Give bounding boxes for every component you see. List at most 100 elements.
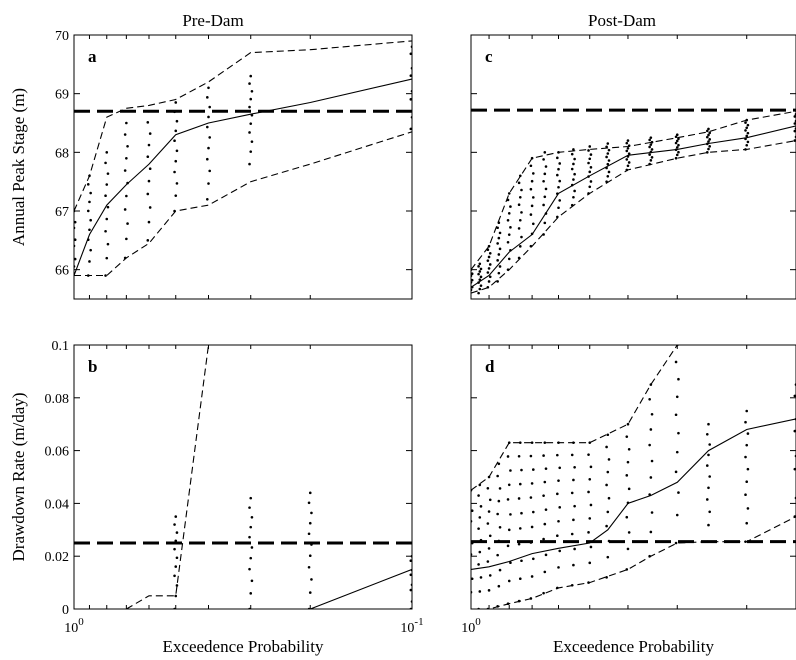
scatter-point xyxy=(707,453,710,457)
scatter-point xyxy=(89,191,92,195)
scatter-point xyxy=(587,453,590,456)
scatter-point xyxy=(88,228,91,232)
scatter-point xyxy=(478,262,482,266)
scatter-point xyxy=(105,256,109,260)
plot-area xyxy=(471,345,796,609)
column-title-pre-dam: Pre-Dam xyxy=(182,11,243,30)
scatter-column xyxy=(674,133,680,160)
scatter-point xyxy=(606,162,610,166)
scatter-point xyxy=(626,547,630,551)
scatter-point xyxy=(589,545,593,549)
scatter-point xyxy=(496,553,499,557)
scatter-point xyxy=(543,195,547,199)
scatter-point xyxy=(674,470,678,474)
scatter-point xyxy=(498,231,502,235)
scatter-point xyxy=(496,280,499,283)
scatter-point xyxy=(650,412,654,416)
scatter-point xyxy=(707,133,710,137)
scatter-point xyxy=(310,511,313,515)
scatter-point xyxy=(705,464,709,467)
y-tick-label: 0 xyxy=(62,603,69,618)
scatter-column xyxy=(248,496,254,609)
scatter-column xyxy=(86,174,92,277)
scatter-column xyxy=(486,475,492,609)
scatter-point xyxy=(409,74,412,77)
scatter-point xyxy=(572,178,575,181)
scatter-point xyxy=(249,496,253,500)
scatter-point xyxy=(518,218,522,222)
scatter-point xyxy=(607,496,611,500)
scatter-point xyxy=(478,483,482,487)
scatter-point xyxy=(89,218,92,222)
scatter-point xyxy=(607,458,611,461)
scatter-point xyxy=(705,129,709,133)
scatter-point xyxy=(175,531,179,534)
scatter-point xyxy=(606,555,610,559)
scatter-point xyxy=(518,577,522,581)
scatter-column xyxy=(104,151,110,277)
scatter-point xyxy=(308,521,312,525)
scatter-point xyxy=(793,429,796,433)
scatter-column xyxy=(648,136,654,166)
scatter-point xyxy=(409,559,412,563)
scatter-point xyxy=(74,220,77,224)
scatter-point xyxy=(572,148,575,151)
scatter-point xyxy=(649,476,653,479)
axes-frame xyxy=(73,34,413,300)
scatter-point xyxy=(544,508,548,511)
plot-area xyxy=(74,345,412,609)
scatter-point xyxy=(605,155,608,159)
plot-area xyxy=(74,40,412,277)
scatter-point xyxy=(650,148,654,151)
scatter-column xyxy=(605,433,611,579)
scatter-point xyxy=(310,578,313,581)
x-tick-exponent: 0 xyxy=(475,616,481,628)
scatter-point xyxy=(89,248,92,252)
scatter-point xyxy=(509,513,512,516)
scatter-point xyxy=(509,205,512,208)
scatter-point xyxy=(589,180,593,183)
scatter-point xyxy=(746,507,750,510)
panel-a: 66 67 68 69 70 a Annual Peak Stage (m) xyxy=(9,29,413,300)
scatter-point xyxy=(478,590,482,593)
series-upper-bound-line xyxy=(74,40,412,212)
scatter-column xyxy=(705,422,711,543)
scatter-point xyxy=(496,226,499,230)
scatter-point xyxy=(206,125,209,129)
panel-letter: c xyxy=(485,47,493,66)
scatter-point xyxy=(471,577,474,581)
scatter-point xyxy=(677,143,680,147)
scatter-point xyxy=(207,115,210,119)
scatter-point xyxy=(558,199,562,202)
scatter-point xyxy=(105,151,109,154)
scatter-point xyxy=(543,522,547,526)
scatter-point xyxy=(557,185,560,189)
scatter-column xyxy=(248,74,254,166)
scatter-point xyxy=(627,447,631,451)
scatter-point xyxy=(174,515,178,518)
scatter-point xyxy=(497,253,501,256)
scatter-point xyxy=(675,139,679,143)
scatter-point xyxy=(487,589,491,592)
scatter-point xyxy=(208,136,212,139)
scatter-point xyxy=(605,483,608,487)
scatter-point xyxy=(496,512,499,516)
scatter-point xyxy=(488,574,492,577)
scatter-point xyxy=(175,556,179,560)
scatter-point xyxy=(488,275,492,279)
scatter-point xyxy=(146,239,150,242)
series-median-line xyxy=(310,568,412,609)
plot-area xyxy=(471,108,796,295)
scatter-column xyxy=(542,441,548,595)
scatter-point xyxy=(175,182,179,185)
scatter-point xyxy=(675,153,679,157)
scatter-point xyxy=(605,445,608,449)
scatter-point xyxy=(123,208,127,211)
y-tick-label: 66 xyxy=(55,264,69,279)
scatter-point xyxy=(125,194,128,198)
scatter-point xyxy=(497,271,501,275)
scatter-point xyxy=(529,454,533,458)
scatter-point xyxy=(529,496,533,499)
scatter-point xyxy=(146,121,150,124)
scatter-point xyxy=(556,453,559,457)
